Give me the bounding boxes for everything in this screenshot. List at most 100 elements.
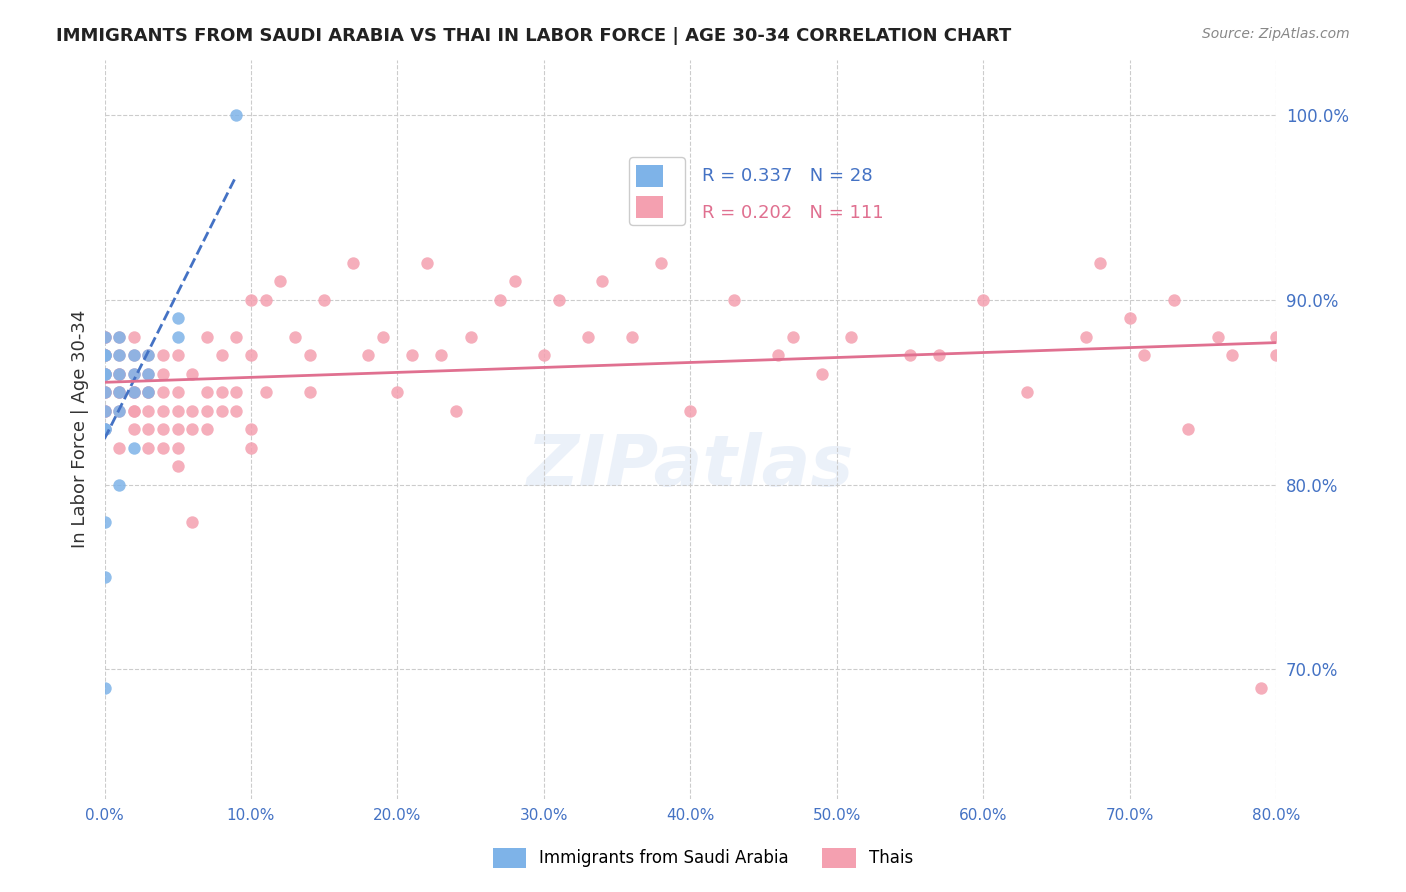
Point: [723, 293, 745, 307]
Point: [211, 385, 233, 400]
Point: [284, 330, 307, 344]
Point: [1090, 256, 1112, 270]
Point: [122, 385, 145, 400]
Point: [93, 348, 115, 362]
Point: [166, 311, 188, 326]
Point: [576, 330, 599, 344]
Point: [972, 293, 994, 307]
Point: [533, 348, 555, 362]
Point: [181, 515, 204, 529]
Text: ZIPatlas: ZIPatlas: [527, 432, 853, 500]
Point: [195, 422, 218, 436]
Point: [138, 385, 160, 400]
Point: [93, 515, 115, 529]
Point: [108, 403, 131, 417]
Point: [401, 348, 423, 362]
Point: [679, 403, 702, 417]
Point: [108, 330, 131, 344]
Text: IMMIGRANTS FROM SAUDI ARABIA VS THAI IN LABOR FORCE | AGE 30-34 CORRELATION CHAR: IMMIGRANTS FROM SAUDI ARABIA VS THAI IN …: [56, 27, 1011, 45]
Point: [122, 367, 145, 381]
Point: [254, 385, 277, 400]
Text: R = 0.202   N = 111: R = 0.202 N = 111: [702, 203, 883, 222]
Point: [1163, 293, 1185, 307]
Point: [503, 274, 526, 288]
Point: [108, 385, 131, 400]
Legend: , : ,: [628, 157, 685, 225]
Point: [108, 367, 131, 381]
Point: [93, 367, 115, 381]
Point: [239, 441, 262, 455]
Point: [152, 385, 174, 400]
Point: [122, 385, 145, 400]
Point: [108, 367, 131, 381]
Point: [108, 348, 131, 362]
Point: [195, 385, 218, 400]
Point: [93, 385, 115, 400]
Point: [93, 422, 115, 436]
Point: [181, 367, 204, 381]
Point: [166, 330, 188, 344]
Point: [138, 441, 160, 455]
Point: [93, 367, 115, 381]
Point: [138, 385, 160, 400]
Point: [122, 422, 145, 436]
Point: [122, 385, 145, 400]
Point: [108, 330, 131, 344]
Point: [122, 403, 145, 417]
Point: [108, 403, 131, 417]
Point: [93, 330, 115, 344]
Point: [93, 367, 115, 381]
Point: [1250, 681, 1272, 695]
Point: [489, 293, 512, 307]
Point: [298, 385, 321, 400]
Point: [93, 385, 115, 400]
Point: [298, 348, 321, 362]
Point: [239, 348, 262, 362]
Point: [152, 422, 174, 436]
Point: [93, 422, 115, 436]
Point: [591, 274, 613, 288]
Point: [225, 330, 247, 344]
Point: [650, 256, 672, 270]
Point: [547, 293, 569, 307]
Point: [152, 367, 174, 381]
Point: [1133, 348, 1156, 362]
Point: [239, 293, 262, 307]
Point: [211, 348, 233, 362]
Point: [181, 422, 204, 436]
Point: [93, 348, 115, 362]
Point: [93, 403, 115, 417]
Point: [195, 330, 218, 344]
Point: [1206, 330, 1229, 344]
Point: [93, 403, 115, 417]
Point: [415, 256, 437, 270]
Legend: Immigrants from Saudi Arabia, Thais: Immigrants from Saudi Arabia, Thais: [486, 841, 920, 875]
Point: [225, 108, 247, 122]
Point: [138, 385, 160, 400]
Point: [1017, 385, 1039, 400]
Point: [93, 385, 115, 400]
Point: [166, 441, 188, 455]
Point: [93, 403, 115, 417]
Point: [138, 367, 160, 381]
Point: [93, 330, 115, 344]
Point: [314, 293, 336, 307]
Point: [138, 348, 160, 362]
Point: [181, 403, 204, 417]
Point: [93, 348, 115, 362]
Point: [166, 459, 188, 474]
Point: [122, 348, 145, 362]
Point: [93, 422, 115, 436]
Point: [138, 422, 160, 436]
Point: [93, 348, 115, 362]
Point: [93, 681, 115, 695]
Point: [460, 330, 482, 344]
Point: [211, 403, 233, 417]
Point: [108, 367, 131, 381]
Point: [1118, 311, 1140, 326]
Point: [254, 293, 277, 307]
Point: [225, 403, 247, 417]
Point: [1265, 330, 1288, 344]
Point: [342, 256, 364, 270]
Point: [1220, 348, 1243, 362]
